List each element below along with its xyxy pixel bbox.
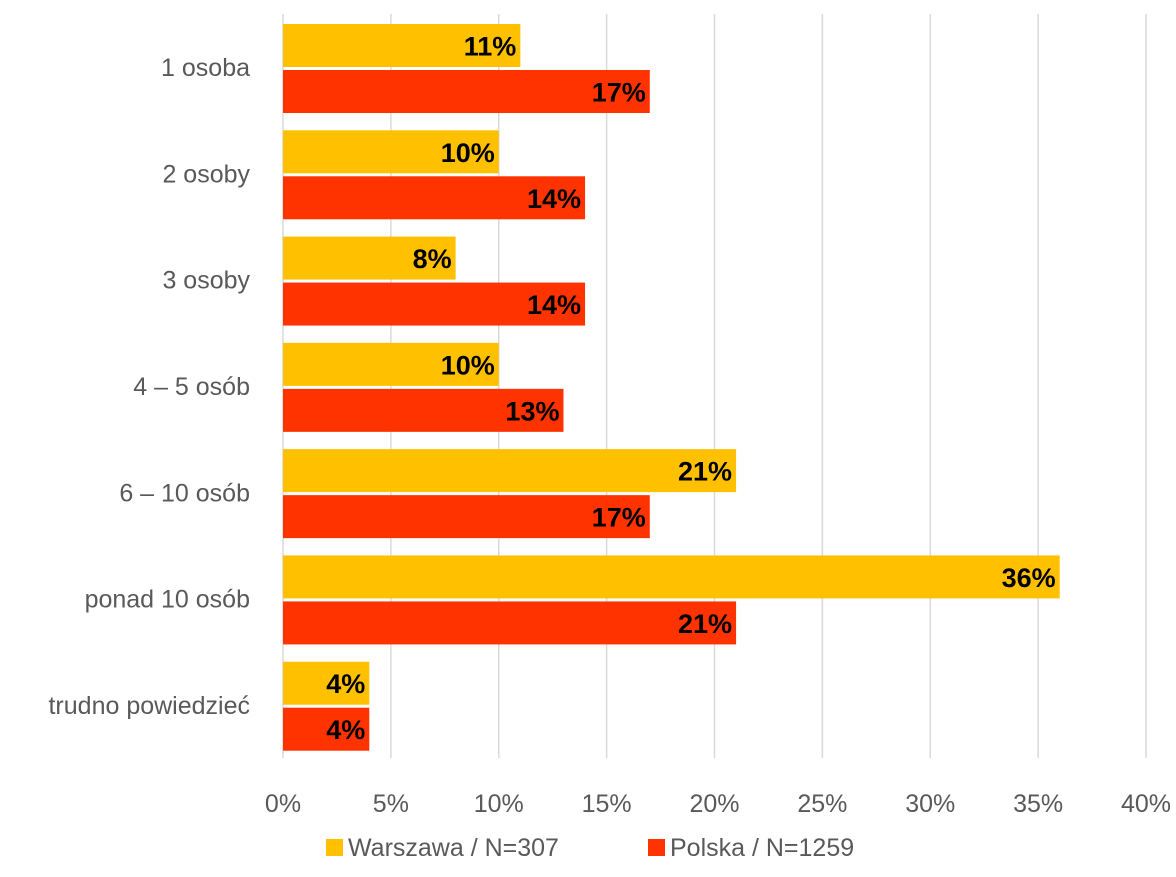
data-label: 4% [326, 715, 365, 745]
x-tick-label: 15% [582, 790, 632, 818]
x-tick-label: 40% [1121, 790, 1171, 818]
data-label: 17% [592, 503, 646, 533]
bar [283, 555, 1060, 599]
data-label: 10% [441, 138, 495, 168]
legend-swatch [326, 839, 343, 856]
data-label: 14% [527, 290, 581, 320]
data-label: 21% [678, 609, 732, 639]
bar [283, 661, 370, 705]
data-label: 21% [678, 457, 732, 487]
data-label: 8% [413, 244, 452, 274]
x-tick-label: 10% [474, 790, 524, 818]
bar [283, 236, 456, 280]
category-label: trudno powiedzieć [48, 692, 250, 720]
bar [283, 601, 737, 645]
x-tick-label: 20% [689, 790, 739, 818]
bar [283, 342, 499, 386]
legend-label: Warszawa / N=307 [348, 834, 559, 862]
x-tick-label: 35% [1013, 790, 1063, 818]
category-label: ponad 10 osób [85, 586, 250, 614]
gridlines [282, 14, 1147, 758]
x-tick-label: 30% [905, 790, 955, 818]
x-tick-label: 0% [265, 790, 301, 818]
bar [283, 449, 737, 493]
bar [283, 130, 499, 174]
x-tick-label: 5% [373, 790, 409, 818]
bars [283, 24, 1060, 751]
legend: Warszawa / N=307 Polska / N=1259 [326, 834, 854, 862]
category-axis: 1 osoba 2 osoby 3 osoby 4 – 5 osób 6 – 10 os… [48, 54, 250, 720]
category-label: 6 – 10 osób [119, 479, 250, 507]
legend-label: Polska / N=1259 [670, 834, 854, 862]
bar [283, 70, 650, 113]
category-label: 3 osoby [162, 267, 250, 295]
legend-swatch [648, 839, 665, 856]
data-label: 14% [527, 184, 581, 214]
bar [283, 495, 650, 539]
x-tick-label: 25% [797, 790, 847, 818]
data-labels: 11% 17% 10% 14% 8% 14% 10% 13% 21% 17% 36% 21% 4% 4% [326, 32, 1055, 746]
data-label: 10% [441, 350, 495, 380]
bar [283, 176, 586, 220]
category-label: 2 osoby [162, 160, 250, 188]
data-label: 17% [592, 78, 646, 108]
data-label: 13% [505, 396, 559, 426]
data-label: 11% [464, 32, 517, 62]
data-label: 4% [326, 669, 365, 699]
category-label: 4 – 5 osób [133, 373, 250, 401]
data-label: 36% [1002, 563, 1056, 593]
value-axis: 0% 5% 10% 15% 20% 25% 30% 35% 40% [265, 790, 1171, 818]
bar [283, 282, 586, 326]
category-label: 1 osoba [161, 54, 250, 82]
bar [283, 388, 564, 432]
bar [283, 707, 370, 751]
bar [283, 24, 521, 67]
